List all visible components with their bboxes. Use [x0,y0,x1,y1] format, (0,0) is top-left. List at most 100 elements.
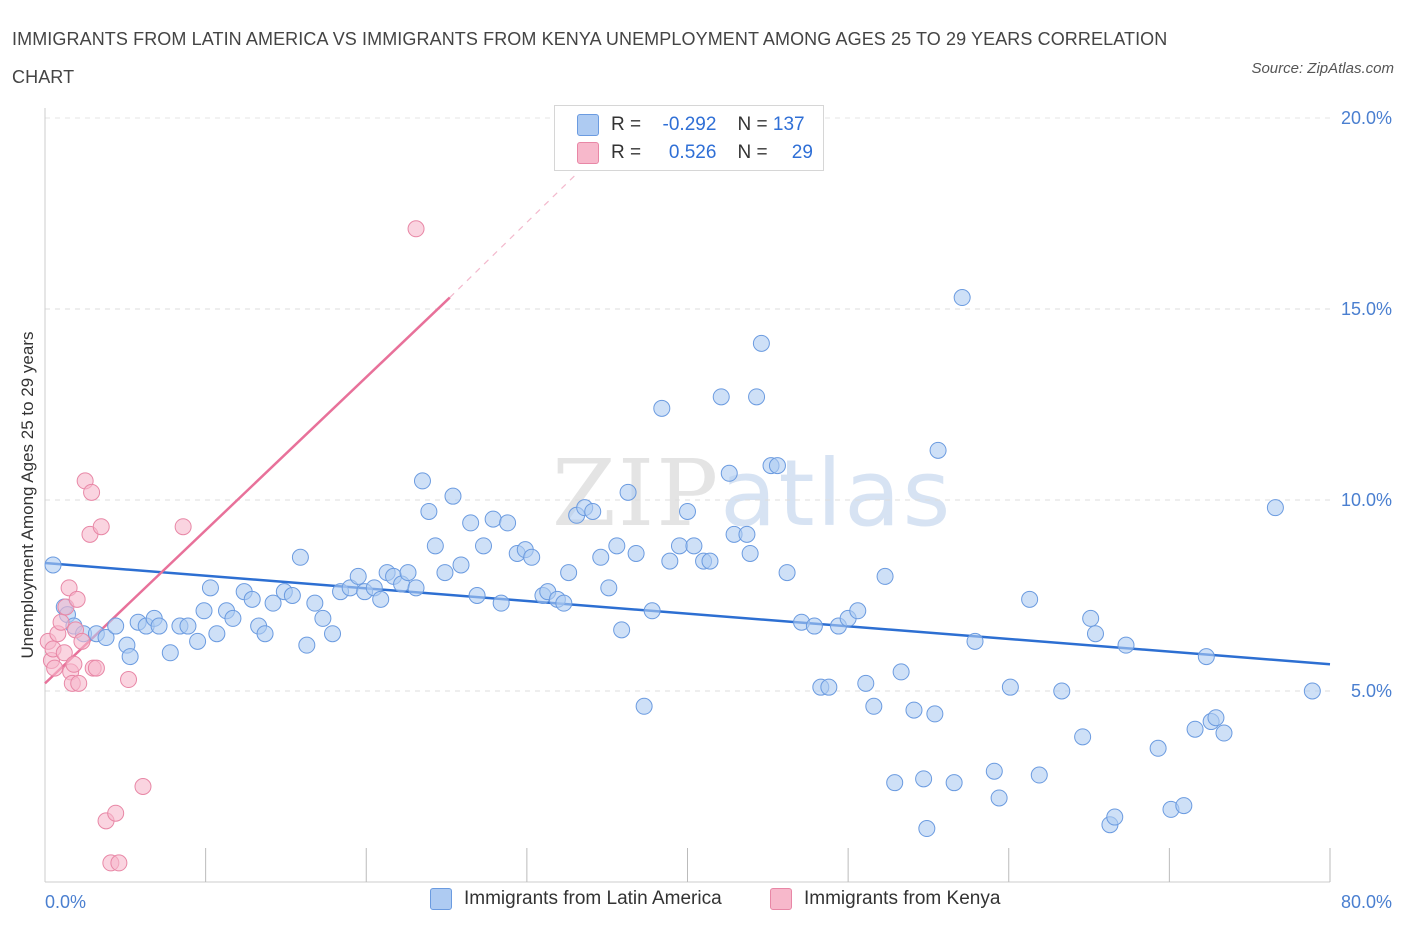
latin-america-point [685,537,703,555]
kenya-point [174,518,192,536]
legend-r-label: R = [611,142,642,163]
latin-america-point [805,617,823,635]
bottom-legend-label-kenya: Immigrants from Kenya [804,888,1001,909]
latin-america-point [712,388,730,406]
latin-america-point [905,701,923,719]
latin-america-point [298,636,316,654]
latin-america-point [256,625,274,643]
y-tick-label: 15.0% [1341,299,1392,319]
latin-america-point [643,602,661,620]
legend-r-value: -0.292 [662,114,717,135]
kenya-point [87,659,105,677]
latin-america-point [1266,499,1284,517]
latin-america-point [475,537,493,555]
bottom-legend-swatch-latin-america [430,888,452,910]
latin-america-point [264,594,282,612]
latin-america-point [945,774,963,792]
kenya-point [55,644,73,662]
latin-america-point [1117,636,1135,654]
latin-america-point [1001,678,1019,696]
grid-lines [45,117,1330,692]
data-points [39,220,1321,872]
latin-america-point [926,705,944,723]
latin-america-point [653,399,671,417]
latin-america-point [670,537,688,555]
latin-america-point [314,609,332,627]
legend-n-value: 29 [791,142,813,163]
latin-america-point [584,502,602,520]
latin-america-point [349,567,367,585]
latin-america-point [121,648,139,666]
latin-america-point [929,441,947,459]
latin-america-point [953,289,971,307]
latin-america-point [1149,739,1167,757]
legend-r-label: R = [611,114,642,135]
latin-america-point [857,674,875,692]
latin-america-point [592,548,610,566]
kenya-point [107,804,125,822]
x-tick-label: 0.0% [45,892,86,912]
tick-labels: 5.0% 10.0% 15.0% 20.0% 0.0% 80.0% [45,108,1392,912]
latin-america-point [555,594,573,612]
latin-america-point [1053,682,1071,700]
legend-swatch-kenya [577,142,599,164]
latin-america-point [150,617,168,635]
latin-america-point [1086,625,1104,643]
latin-america-point [778,564,796,582]
latin-america-point [324,625,342,643]
latin-america-point [608,537,626,555]
x-tick-label: 80.0% [1341,892,1392,912]
latin-america-point [1303,682,1321,700]
latin-america-point [1175,797,1193,815]
latin-america-point [748,388,766,406]
latin-america-point [523,548,541,566]
y-tick-label: 5.0% [1351,681,1392,701]
latin-america-point [990,789,1008,807]
latin-america-point [224,609,242,627]
latin-america-point [492,594,510,612]
latin-america-point [876,567,894,585]
kenya-trend-extension [449,174,576,298]
legend-n-value: 137 [772,114,805,135]
latin-america-point [1215,724,1233,742]
legend-n-label: N = [737,142,768,163]
latin-america-point [752,334,770,352]
latin-america-point [679,502,696,520]
latin-america-point [820,678,838,696]
latin-america-point [720,464,738,482]
latin-america-point [484,510,502,528]
latin-america-point [1186,720,1204,738]
latin-america-point [201,579,219,597]
latin-america-point [195,602,213,620]
bottom-legend-swatch-kenya [770,888,792,910]
kenya-point [70,674,88,692]
latin-america-trend-line [44,561,1331,666]
latin-america-point [399,564,417,582]
latin-america-point [627,544,645,562]
latin-america-point [1030,766,1048,784]
kenya-point [46,659,64,677]
latin-america-point [966,632,984,650]
latin-america-point [613,621,631,639]
latin-america-point [499,514,517,532]
legend-swatch-latin-america [577,114,599,136]
latin-america-point [701,552,719,570]
latin-america-point [161,644,179,662]
latin-america-point [865,697,883,715]
kenya-point [73,632,91,650]
kenya-trend-line [44,296,451,685]
latin-america-point [179,617,197,635]
legend-row-kenya: R = 0.526 N = 29 [577,140,813,166]
latin-america-point [892,663,910,681]
y-tick-label: 20.0% [1341,108,1392,128]
latin-america-point [436,564,454,582]
source-label: Source: ZipAtlas.com [1251,60,1394,77]
latin-america-point [426,537,444,555]
latin-america-point [283,587,301,604]
latin-america-point [1082,609,1100,627]
legend-row-latin-america: R = -0.292 N = 137 [577,112,805,138]
latin-america-point [661,552,679,570]
watermark-atlas: atlas [720,440,953,547]
kenya-point [65,655,83,673]
